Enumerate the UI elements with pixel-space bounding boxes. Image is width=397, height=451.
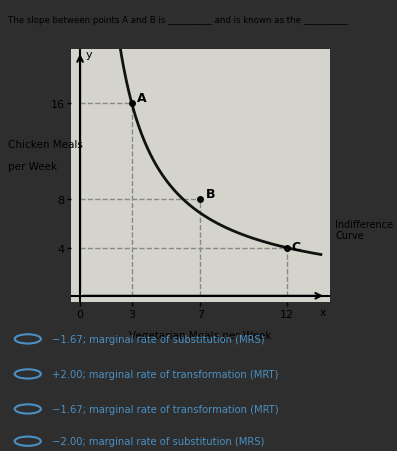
Text: per Week: per Week <box>8 162 57 172</box>
Text: A: A <box>137 92 146 104</box>
Text: x: x <box>319 307 326 317</box>
Text: Vegetarian Meals per Week: Vegetarian Meals per Week <box>129 330 272 340</box>
Text: Chicken Meals: Chicken Meals <box>8 139 83 149</box>
Text: B: B <box>206 188 215 201</box>
Text: −1.67; marginal rate of substitution (MRS): −1.67; marginal rate of substitution (MR… <box>52 334 264 344</box>
Text: +2.00; marginal rate of transformation (MRT): +2.00; marginal rate of transformation (… <box>52 369 278 379</box>
Text: Indifference
Curve: Indifference Curve <box>335 219 393 241</box>
Text: The slope between points A and B is __________ and is known as the __________: The slope between points A and B is ____… <box>8 16 347 25</box>
Text: −2.00; marginal rate of substitution (MRS): −2.00; marginal rate of substitution (MR… <box>52 436 264 446</box>
Text: C: C <box>292 240 301 253</box>
Text: −1.67; marginal rate of transformation (MRT): −1.67; marginal rate of transformation (… <box>52 404 278 414</box>
Text: y: y <box>85 50 92 60</box>
